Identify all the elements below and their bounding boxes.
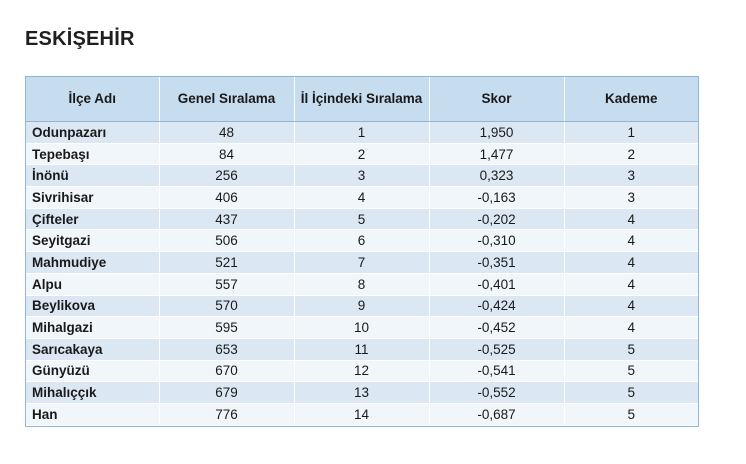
province-rank-cell: 8 bbox=[294, 273, 430, 296]
district-name-cell: Sivrihisar bbox=[26, 186, 160, 209]
general-rank-cell: 256 bbox=[159, 164, 295, 188]
page-title: ESKİŞEHİR bbox=[25, 28, 135, 50]
province-rank-cell: 10 bbox=[294, 316, 430, 339]
province-rank-cell: 14 bbox=[294, 403, 430, 426]
score-cell: -0,163 bbox=[429, 186, 565, 209]
general-rank-cell: 506 bbox=[159, 229, 295, 253]
level-cell: 5 bbox=[564, 360, 698, 383]
district-name-cell: Han bbox=[26, 403, 160, 426]
level-cell: 3 bbox=[564, 186, 698, 209]
general-rank-cell: 595 bbox=[159, 316, 295, 339]
score-cell: -0,401 bbox=[429, 273, 565, 296]
score-cell: -0,552 bbox=[429, 381, 565, 404]
district-name-cell: Çifteler bbox=[26, 208, 160, 231]
province-rank-cell: 9 bbox=[294, 295, 430, 318]
header-province-rank: İl İçindeki Sıralama bbox=[294, 77, 430, 122]
table-row: Günyüzü 670 12 -0,541 5 bbox=[26, 360, 698, 383]
province-rank-cell: 7 bbox=[294, 251, 430, 274]
level-cell: 4 bbox=[564, 251, 698, 274]
header-district-name: İlçe Adı bbox=[26, 77, 160, 122]
district-name-cell: Alpu bbox=[26, 273, 160, 296]
province-rank-cell: 1 bbox=[294, 121, 430, 144]
general-rank-cell: 679 bbox=[159, 381, 295, 404]
level-cell: 5 bbox=[564, 381, 698, 404]
score-cell: -0,424 bbox=[429, 295, 565, 318]
score-cell: -0,525 bbox=[429, 338, 565, 361]
level-cell: 5 bbox=[564, 403, 698, 426]
general-rank-cell: 406 bbox=[159, 186, 295, 209]
district-name-cell: Seyitgazi bbox=[26, 229, 160, 253]
level-cell: 4 bbox=[564, 273, 698, 296]
table-row: Mihalgazi 595 10 -0,452 4 bbox=[26, 316, 698, 339]
province-rank-cell: 12 bbox=[294, 360, 430, 383]
general-rank-cell: 557 bbox=[159, 273, 295, 296]
district-name-cell: Mihalgazi bbox=[26, 316, 160, 339]
district-name-cell: Günyüzü bbox=[26, 360, 160, 383]
level-cell: 3 bbox=[564, 164, 698, 188]
table-row: Sivrihisar 406 4 -0,163 3 bbox=[26, 186, 698, 209]
table-row: Mahmudiye 521 7 -0,351 4 bbox=[26, 251, 698, 274]
district-name-cell: Tepebaşı bbox=[26, 143, 160, 166]
general-rank-cell: 776 bbox=[159, 403, 295, 426]
score-cell: -0,310 bbox=[429, 229, 565, 253]
level-cell: 2 bbox=[564, 143, 698, 166]
table-row: Seyitgazi 506 6 -0,310 4 bbox=[26, 229, 698, 253]
district-name-cell: Beylikova bbox=[26, 295, 160, 318]
province-rank-cell: 2 bbox=[294, 143, 430, 166]
province-rank-cell: 6 bbox=[294, 229, 430, 253]
general-rank-cell: 570 bbox=[159, 295, 295, 318]
level-cell: 4 bbox=[564, 295, 698, 318]
table-header-row: İlçe Adı Genel Sıralama İl İçindeki Sıra… bbox=[26, 77, 698, 122]
table-row: Odunpazarı 48 1 1,950 1 bbox=[26, 121, 698, 144]
table-row: Çifteler 437 5 -0,202 4 bbox=[26, 208, 698, 231]
score-cell: 0,323 bbox=[429, 164, 565, 188]
header-level: Kademe bbox=[564, 77, 698, 122]
table-row: Alpu 557 8 -0,401 4 bbox=[26, 273, 698, 296]
level-cell: 1 bbox=[564, 121, 698, 144]
header-score: Skor bbox=[429, 77, 565, 122]
general-rank-cell: 653 bbox=[159, 338, 295, 361]
header-general-rank: Genel Sıralama bbox=[159, 77, 295, 122]
level-cell: 4 bbox=[564, 316, 698, 339]
level-cell: 4 bbox=[564, 229, 698, 253]
province-rank-cell: 13 bbox=[294, 381, 430, 404]
table-body: Odunpazarı 48 1 1,950 1 Tepebaşı 84 2 1,477 2 İnön… bbox=[26, 121, 698, 426]
district-name-cell: Sarıcakaya bbox=[26, 338, 160, 361]
score-cell: -0,351 bbox=[429, 251, 565, 274]
table-row: Beylikova 570 9 -0,424 4 bbox=[26, 295, 698, 318]
district-name-cell: İnönü bbox=[26, 164, 160, 188]
table-row: Tepebaşı 84 2 1,477 2 bbox=[26, 143, 698, 166]
table-row: Sarıcakaya 653 11 -0,525 5 bbox=[26, 338, 698, 361]
table-row: Han 776 14 -0,687 5 bbox=[26, 403, 698, 426]
district-name-cell: Odunpazarı bbox=[26, 121, 160, 144]
score-cell: -0,452 bbox=[429, 316, 565, 339]
score-cell: 1,477 bbox=[429, 143, 565, 166]
district-ranking-table: İlçe Adı Genel Sıralama İl İçindeki Sıra… bbox=[25, 76, 699, 427]
table-row: İnönü 256 3 0,323 3 bbox=[26, 164, 698, 188]
level-cell: 5 bbox=[564, 338, 698, 361]
table-row: Mihalıççık 679 13 -0,552 5 bbox=[26, 381, 698, 404]
score-cell: -0,541 bbox=[429, 360, 565, 383]
district-name-cell: Mihalıççık bbox=[26, 381, 160, 404]
general-rank-cell: 521 bbox=[159, 251, 295, 274]
score-cell: -0,202 bbox=[429, 208, 565, 231]
general-rank-cell: 670 bbox=[159, 360, 295, 383]
district-name-cell: Mahmudiye bbox=[26, 251, 160, 274]
general-rank-cell: 48 bbox=[159, 121, 295, 144]
province-rank-cell: 4 bbox=[294, 186, 430, 209]
score-cell: 1,950 bbox=[429, 121, 565, 144]
province-rank-cell: 5 bbox=[294, 208, 430, 231]
general-rank-cell: 437 bbox=[159, 208, 295, 231]
province-rank-cell: 11 bbox=[294, 338, 430, 361]
general-rank-cell: 84 bbox=[159, 143, 295, 166]
score-cell: -0,687 bbox=[429, 403, 565, 426]
province-rank-cell: 3 bbox=[294, 164, 430, 188]
level-cell: 4 bbox=[564, 208, 698, 231]
